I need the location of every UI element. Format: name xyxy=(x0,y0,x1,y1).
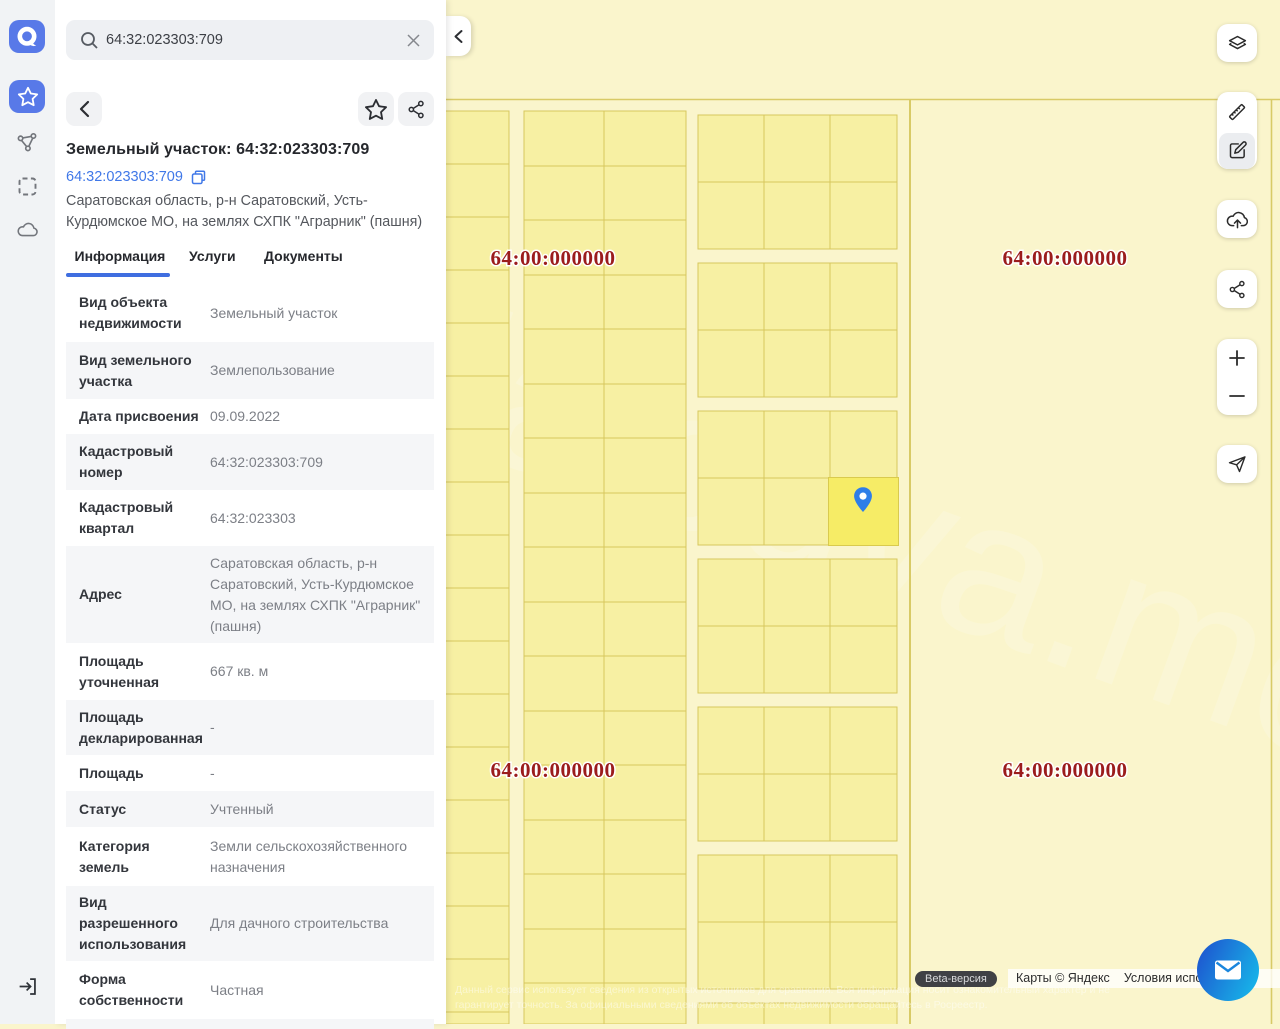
svg-text:64:00:000000: 64:00:000000 xyxy=(491,758,616,782)
svg-text:64:00:000000: 64:00:000000 xyxy=(491,246,616,270)
svg-text:64:00:000000: 64:00:000000 xyxy=(1003,246,1128,270)
svg-text:64:00:000000: 64:00:000000 xyxy=(1003,758,1128,782)
